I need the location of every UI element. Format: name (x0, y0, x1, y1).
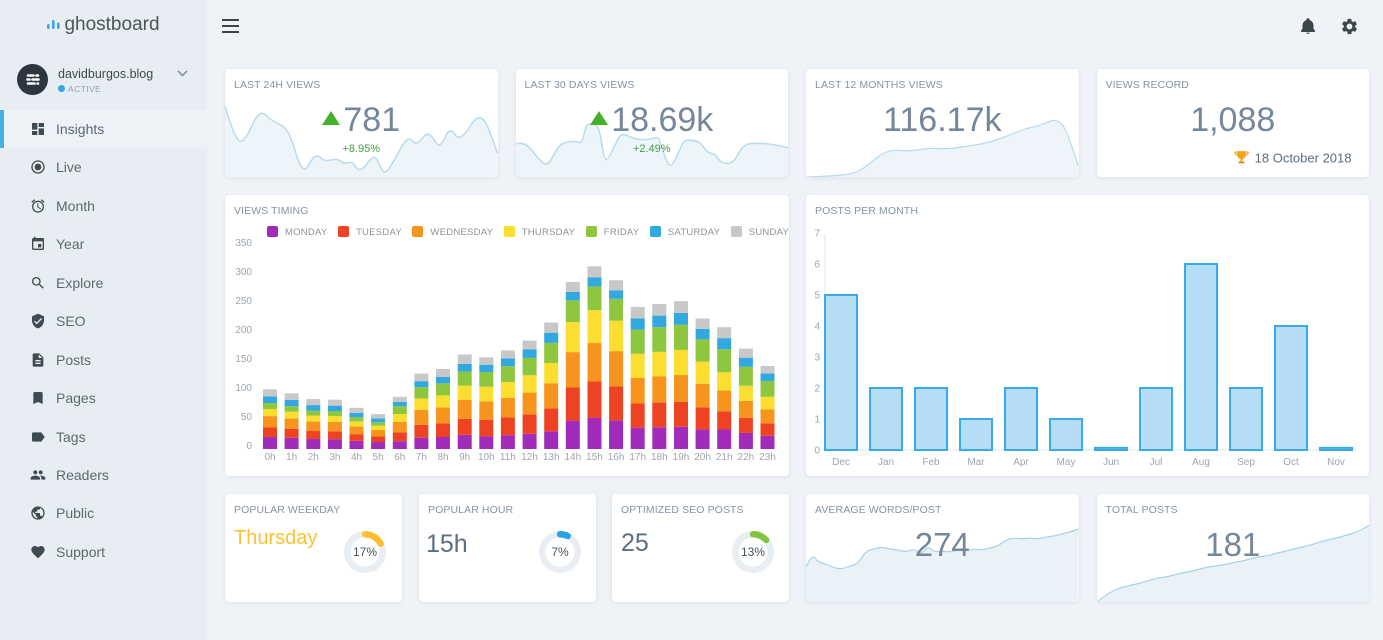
svg-text:7h: 7h (416, 452, 427, 463)
svg-text:Apr: Apr (1013, 457, 1029, 468)
svg-text:23h: 23h (759, 452, 776, 463)
svg-text:Jan: Jan (878, 457, 894, 468)
svg-text:350: 350 (235, 238, 252, 249)
svg-text:Jul: Jul (1150, 457, 1163, 468)
svg-text:1h: 1h (286, 452, 297, 463)
svg-text:0: 0 (246, 441, 252, 452)
svg-text:Aug: Aug (1192, 457, 1210, 468)
svg-text:21h: 21h (716, 452, 733, 463)
svg-text:Feb: Feb (922, 457, 940, 468)
svg-text:May: May (1057, 457, 1076, 468)
svg-text:300: 300 (235, 267, 252, 278)
svg-text:15h: 15h (586, 452, 603, 463)
svg-text:16h: 16h (608, 452, 625, 463)
svg-text:12h: 12h (521, 452, 538, 463)
svg-text:8h: 8h (437, 452, 448, 463)
svg-text:Sep: Sep (1237, 457, 1255, 468)
svg-text:18h: 18h (651, 452, 668, 463)
svg-text:Dec: Dec (832, 457, 850, 468)
svg-text:4h: 4h (351, 452, 362, 463)
svg-text:2: 2 (814, 384, 820, 395)
svg-text:10h: 10h (478, 452, 495, 463)
svg-text:6h: 6h (394, 452, 405, 463)
svg-text:13h: 13h (543, 452, 560, 463)
svg-text:Jun: Jun (1103, 457, 1119, 468)
svg-text:14h: 14h (564, 452, 581, 463)
svg-text:Nov: Nov (1327, 457, 1345, 468)
svg-text:9h: 9h (459, 452, 470, 463)
svg-text:19h: 19h (673, 452, 690, 463)
svg-text:Mar: Mar (967, 457, 985, 468)
svg-text:1: 1 (814, 415, 820, 426)
svg-text:0h: 0h (264, 452, 275, 463)
svg-text:7: 7 (814, 229, 820, 240)
svg-text:5h: 5h (373, 452, 384, 463)
svg-text:200: 200 (235, 325, 252, 336)
svg-text:100: 100 (235, 383, 252, 394)
svg-text:6: 6 (814, 260, 820, 271)
svg-text:4: 4 (814, 322, 820, 333)
svg-text:17h: 17h (629, 452, 646, 463)
svg-text:0: 0 (814, 446, 820, 457)
svg-text:5: 5 (814, 291, 820, 302)
svg-text:3: 3 (814, 353, 820, 364)
svg-text:3h: 3h (329, 452, 340, 463)
svg-text:50: 50 (241, 412, 253, 423)
svg-text:22h: 22h (738, 452, 755, 463)
svg-text:20h: 20h (694, 452, 711, 463)
svg-text:Oct: Oct (1283, 457, 1299, 468)
svg-text:11h: 11h (500, 452, 516, 463)
svg-text:250: 250 (235, 296, 252, 307)
svg-text:150: 150 (235, 354, 252, 365)
svg-text:2h: 2h (308, 452, 319, 463)
